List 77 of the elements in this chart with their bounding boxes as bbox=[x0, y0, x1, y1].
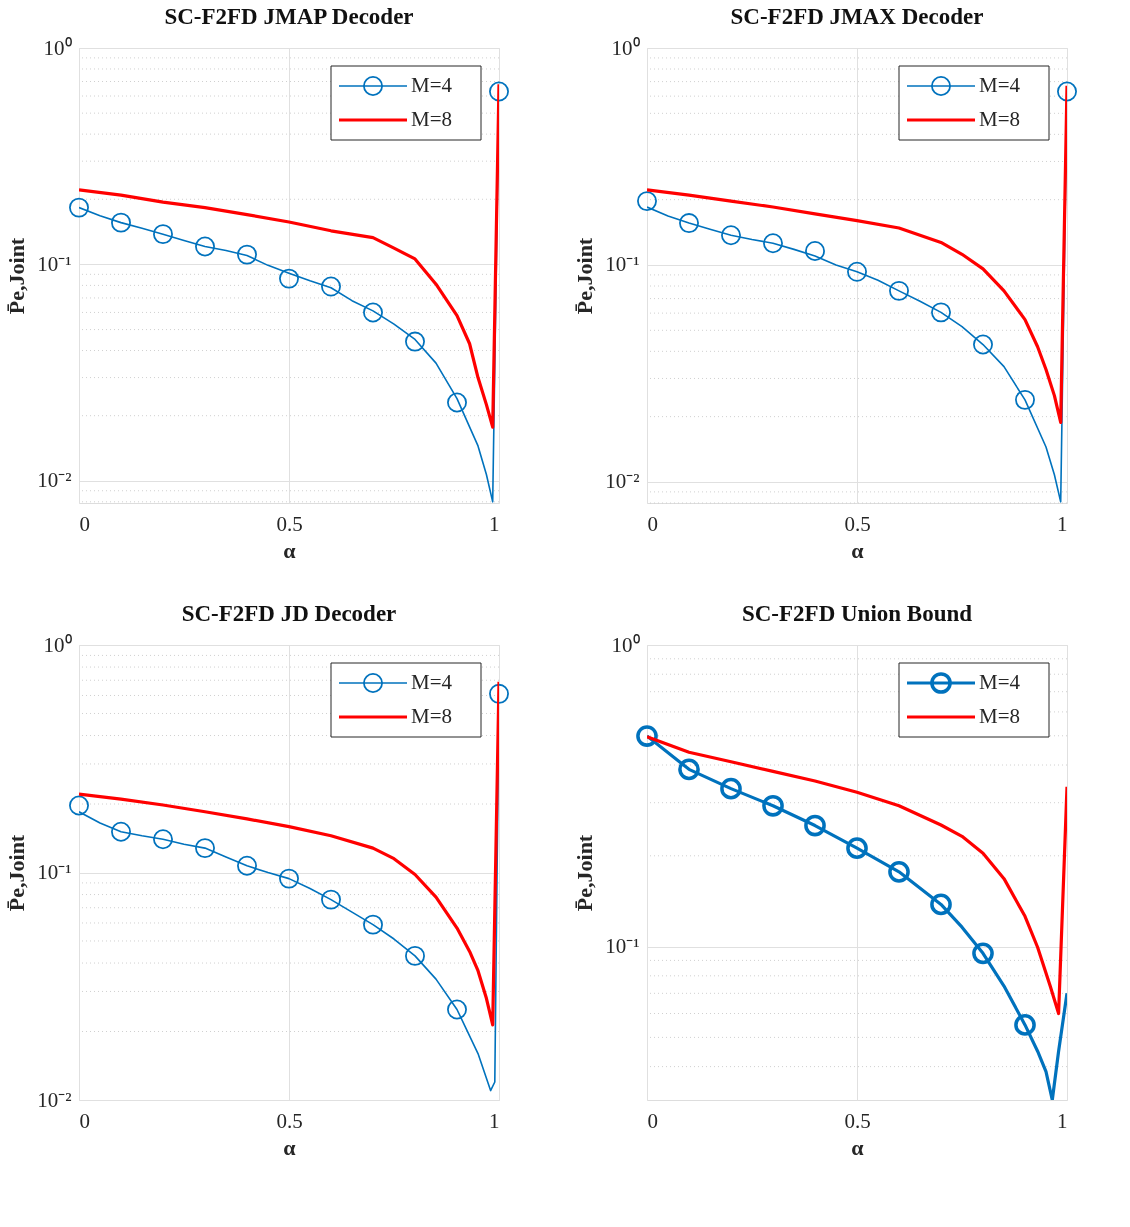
legend-label: M=4 bbox=[411, 73, 453, 97]
y-tick-label: 10⁻¹ bbox=[605, 252, 640, 277]
legend-label: M=8 bbox=[411, 107, 453, 131]
point bbox=[447, 392, 467, 413]
point bbox=[279, 268, 299, 289]
point bbox=[321, 889, 341, 910]
point bbox=[721, 225, 741, 246]
point bbox=[847, 261, 867, 282]
point bbox=[679, 213, 699, 234]
point bbox=[489, 81, 509, 102]
y-axis-title: P̄e,Joint bbox=[572, 237, 598, 315]
x-axis-title: α bbox=[283, 1134, 297, 1160]
chart-title: SC-F2FD JMAX Decoder bbox=[730, 4, 984, 29]
point bbox=[153, 829, 173, 850]
legend-label: M=4 bbox=[979, 670, 1021, 694]
x-axis-title: α bbox=[851, 1134, 865, 1160]
point bbox=[889, 280, 909, 301]
point bbox=[973, 334, 993, 355]
point bbox=[111, 821, 131, 842]
x-tick-label: 1 bbox=[489, 1108, 500, 1133]
y-tick-label: 10⁻² bbox=[605, 469, 640, 494]
y-tick-label: 10⁻¹ bbox=[37, 251, 72, 276]
x-tick-label: 0 bbox=[647, 1108, 658, 1133]
legend-label: M=8 bbox=[979, 107, 1021, 131]
y-tick-label: 10⁰ bbox=[611, 35, 640, 60]
point bbox=[321, 276, 341, 297]
y-tick-label: 10⁰ bbox=[611, 632, 640, 657]
point bbox=[195, 236, 215, 257]
x-tick-label: 0.5 bbox=[844, 1108, 871, 1133]
point bbox=[69, 197, 89, 218]
point bbox=[69, 795, 89, 816]
point bbox=[237, 855, 257, 876]
y-axis-title: P̄e,Joint bbox=[572, 834, 598, 912]
y-axis-title: P̄e,Joint bbox=[4, 237, 30, 315]
y-tick-label: 10⁻¹ bbox=[605, 934, 640, 959]
point bbox=[363, 302, 383, 323]
point bbox=[405, 331, 425, 352]
x-tick-label: 0 bbox=[79, 511, 90, 536]
line-series bbox=[647, 735, 1067, 1016]
point bbox=[279, 868, 299, 889]
point bbox=[363, 914, 383, 935]
point bbox=[111, 212, 131, 233]
point bbox=[1015, 389, 1035, 410]
x-axis-title: α bbox=[851, 537, 865, 563]
y-axis-title: P̄e,Joint bbox=[4, 834, 30, 912]
point bbox=[763, 233, 783, 254]
legend-label: M=4 bbox=[979, 73, 1021, 97]
legend-label: M=8 bbox=[979, 704, 1021, 728]
point bbox=[805, 241, 825, 261]
legend-label: M=8 bbox=[411, 704, 453, 728]
y-tick-label: 10⁻¹ bbox=[37, 860, 72, 884]
point bbox=[489, 683, 509, 704]
point bbox=[237, 244, 257, 265]
point bbox=[1057, 81, 1077, 102]
point bbox=[153, 224, 173, 245]
y-tick-label: 10⁻² bbox=[37, 468, 72, 493]
y-tick-label: 10⁻² bbox=[37, 1087, 72, 1112]
x-tick-label: 1 bbox=[1057, 1108, 1068, 1133]
point bbox=[931, 302, 951, 323]
x-axis-title: α bbox=[283, 537, 297, 563]
chart-title: SC-F2FD Union Bound bbox=[741, 601, 973, 626]
x-tick-label: 0.5 bbox=[276, 511, 303, 536]
x-tick-label: 1 bbox=[1057, 511, 1068, 536]
legend-label: M=4 bbox=[411, 670, 453, 694]
y-tick-label: 10⁰ bbox=[43, 35, 72, 60]
x-tick-label: 0 bbox=[647, 511, 658, 536]
x-tick-label: 0.5 bbox=[844, 511, 871, 536]
point bbox=[405, 945, 425, 966]
point bbox=[637, 191, 657, 212]
x-tick-label: 1 bbox=[489, 511, 500, 536]
point bbox=[447, 999, 467, 1020]
point bbox=[195, 838, 215, 859]
x-tick-label: 0.5 bbox=[276, 1108, 303, 1133]
x-tick-label: 0 bbox=[79, 1108, 90, 1133]
chart-title: SC-F2FD JD Decoder bbox=[181, 601, 397, 626]
chart-title: SC-F2FD JMAP Decoder bbox=[164, 4, 414, 29]
y-tick-label: 10⁰ bbox=[43, 632, 72, 657]
